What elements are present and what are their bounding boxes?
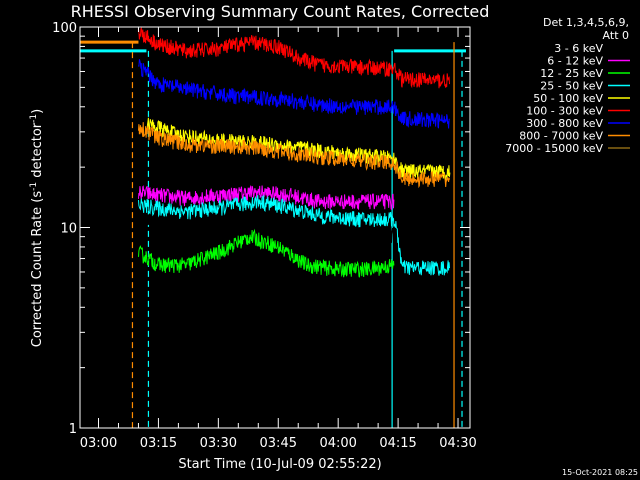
series-line	[138, 205, 395, 243]
legend-label: 25 - 50 keV	[540, 80, 603, 93]
series-line	[138, 195, 450, 276]
series-line	[138, 184, 395, 211]
x-tick-label: 03:00	[80, 436, 117, 451]
legend-label: 100 - 300 keV	[526, 105, 603, 118]
series-line	[138, 59, 450, 129]
legend-label: 300 - 800 keV	[526, 117, 603, 130]
legend-header-2: Att 0	[603, 29, 629, 42]
y-label-mid: detector	[30, 122, 45, 182]
plot-frame	[79, 26, 471, 429]
x-tick-label: 03:45	[260, 436, 297, 451]
x-tick-label: 04:30	[439, 436, 476, 451]
y-label-main: Corrected Count Rate (s	[30, 191, 45, 348]
y-label-end: )	[30, 109, 45, 114]
legend-label: 50 - 100 keV	[533, 92, 603, 105]
legend-label: 800 - 7000 keV	[519, 130, 603, 143]
legend-header-1: Det 1,3,4,5,6,9,	[543, 16, 629, 29]
y-tick-label: 1	[69, 422, 77, 437]
chart-title: RHESSI Observing Summary Count Rates, Co…	[71, 2, 490, 21]
x-tick-label: 04:15	[379, 436, 416, 451]
x-axis-label: Start Time (10-Jul-09 02:55:22)	[178, 457, 381, 472]
x-tick-label: 04:00	[319, 436, 356, 451]
y-label-sup1: -1	[29, 182, 39, 191]
legend-label: 12 - 25 keV	[540, 67, 603, 80]
plot-area: 1 10 100 03:00 03:15 03:30 03:45 04:00 04:15 04:3…	[52, 21, 477, 451]
y-tick-label: 10	[60, 222, 77, 237]
series-line	[138, 122, 450, 189]
y-axis-label: Corrected Count Rate (s-1 detector-1)	[29, 109, 45, 347]
series-line	[138, 228, 395, 278]
series-line	[145, 117, 451, 181]
x-tick-label: 03:30	[200, 436, 237, 451]
y-tick-label: 100	[52, 21, 77, 36]
series-line	[138, 26, 450, 89]
timestamp: 15-Oct-2021 08:25	[562, 468, 638, 477]
legend-label: 7000 - 15000 keV	[505, 142, 603, 155]
x-tick-label: 03:15	[140, 436, 177, 451]
svg-text:Corrected Count Rate (s-1 dete: Corrected Count Rate (s-1 detector-1)	[29, 109, 45, 347]
y-label-sup2: -1	[29, 114, 39, 123]
legend-label: 3 - 6 keV	[554, 42, 603, 55]
legend-label: 6 - 12 keV	[547, 55, 603, 68]
